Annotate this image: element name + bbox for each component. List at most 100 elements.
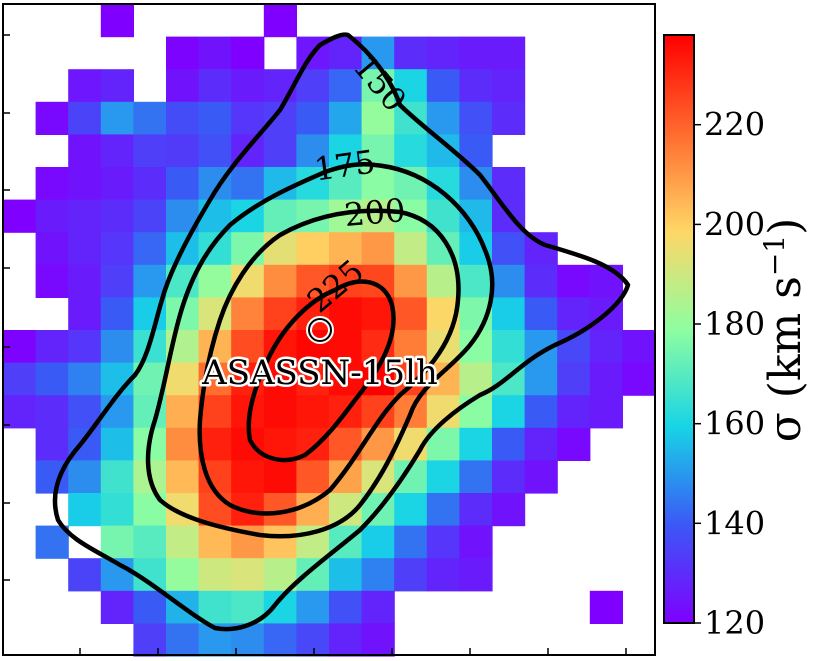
heatmap-cell (198, 590, 232, 624)
heatmap-cell (35, 101, 69, 135)
heatmap-cell (68, 167, 102, 201)
heatmap-cell (296, 493, 330, 527)
heatmap-cell (231, 167, 265, 201)
heatmap-cell (361, 525, 395, 559)
heatmap-cell (394, 134, 428, 168)
heatmap-cell (524, 395, 558, 429)
heatmap-cell (492, 264, 526, 298)
heatmap-cell (329, 297, 363, 331)
heatmap-cell (622, 330, 656, 364)
colorbar-label: σ (km s−1) (758, 218, 811, 443)
contour-label-175: 175 (312, 142, 378, 188)
heatmap-cell (263, 460, 297, 494)
heatmap-cell (231, 36, 265, 70)
heatmap-cell (296, 264, 330, 298)
heatmap-cell (133, 493, 167, 527)
heatmap-cell (361, 167, 395, 201)
heatmap-cell (361, 558, 395, 592)
heatmap-cell (231, 101, 265, 135)
heatmap-cell (263, 134, 297, 168)
heatmap-cell (100, 134, 134, 168)
heatmap-cell (100, 69, 134, 103)
heatmap-cell (198, 264, 232, 298)
heatmap-cell (3, 395, 37, 429)
contour-label-200: 200 (343, 191, 407, 234)
heatmap-cell (231, 232, 265, 266)
heatmap-cell (394, 264, 428, 298)
heatmap-cell (100, 199, 134, 233)
heatmap-cell (68, 101, 102, 135)
colorbar-tick-label: 160 (704, 405, 765, 443)
heatmap-cell (68, 330, 102, 364)
contour-175 (145, 162, 495, 539)
colorbar-tick-label: 140 (704, 504, 765, 542)
heatmap-cell (557, 297, 591, 331)
heatmap-cell (35, 395, 69, 429)
heatmap-cell (231, 460, 265, 494)
heatmap-cell (198, 427, 232, 461)
heatmap-cell (492, 395, 526, 429)
heatmap-cell (459, 460, 493, 494)
heatmap-cell (426, 460, 460, 494)
heatmap-cell (68, 362, 102, 396)
heatmap-cell (492, 493, 526, 527)
heatmap-cell (166, 395, 200, 429)
heatmap-cell (68, 199, 102, 233)
axis-ticks (3, 34, 627, 655)
target-marker-outline (308, 318, 332, 342)
contour-200 (197, 208, 461, 516)
heatmap-cell (198, 558, 232, 592)
heatmap-cell (263, 395, 297, 429)
heatmap-cell (361, 623, 395, 657)
annotation-label: ASASSN-15lh (201, 353, 438, 393)
heatmap-cell (35, 199, 69, 233)
heatmap-cell (100, 427, 134, 461)
heatmap-cell (133, 264, 167, 298)
heatmap-cell (589, 264, 623, 298)
heatmap-cell (329, 167, 363, 201)
heatmap-cell (296, 558, 330, 592)
colorbar-ticks: 120 140 160 180 200 220 (694, 106, 765, 642)
heatmap-cell (459, 525, 493, 559)
colorbar-tick-label: 180 (704, 305, 765, 343)
heatmap-cell (426, 36, 460, 70)
heatmap-cell (3, 362, 37, 396)
heatmap-cell (622, 362, 656, 396)
heatmap-cell (459, 36, 493, 70)
heatmap-cell (394, 330, 428, 364)
heatmap-cell (589, 362, 623, 396)
heatmap-cell (394, 297, 428, 331)
heatmap-cell (133, 167, 167, 201)
heatmap-cell (394, 36, 428, 70)
heatmap-cell (296, 101, 330, 135)
heatmap-cell (68, 558, 102, 592)
plot-frame (2, 3, 656, 656)
heatmap-cell (198, 36, 232, 70)
heatmap-cell (100, 330, 134, 364)
heatmap-cell (166, 558, 200, 592)
heatmap-cell (524, 297, 558, 331)
heatmap-cell (35, 232, 69, 266)
heatmap-cell (524, 460, 558, 494)
heatmap-cell (329, 362, 363, 396)
heatmap-cell (35, 330, 69, 364)
heatmap-cell (492, 101, 526, 135)
heatmap-cell (361, 232, 395, 266)
heatmap-cell (426, 525, 460, 559)
heatmap-cell (100, 525, 134, 559)
heatmap-cell (100, 4, 134, 38)
heatmap-cell (426, 69, 460, 103)
heatmap-cell (394, 525, 428, 559)
heatmap-cell (524, 264, 558, 298)
heatmap-cell (100, 590, 134, 624)
heatmap-cell (296, 623, 330, 657)
heatmap-cell (166, 167, 200, 201)
heatmap-cell (263, 362, 297, 396)
heatmap-cell (589, 590, 623, 624)
heatmap-cell (133, 590, 167, 624)
heatmap-cell (100, 264, 134, 298)
annotation: ASASSN-15lh (199, 316, 440, 396)
heatmap-cell (166, 623, 200, 657)
heatmap-cell (394, 69, 428, 103)
